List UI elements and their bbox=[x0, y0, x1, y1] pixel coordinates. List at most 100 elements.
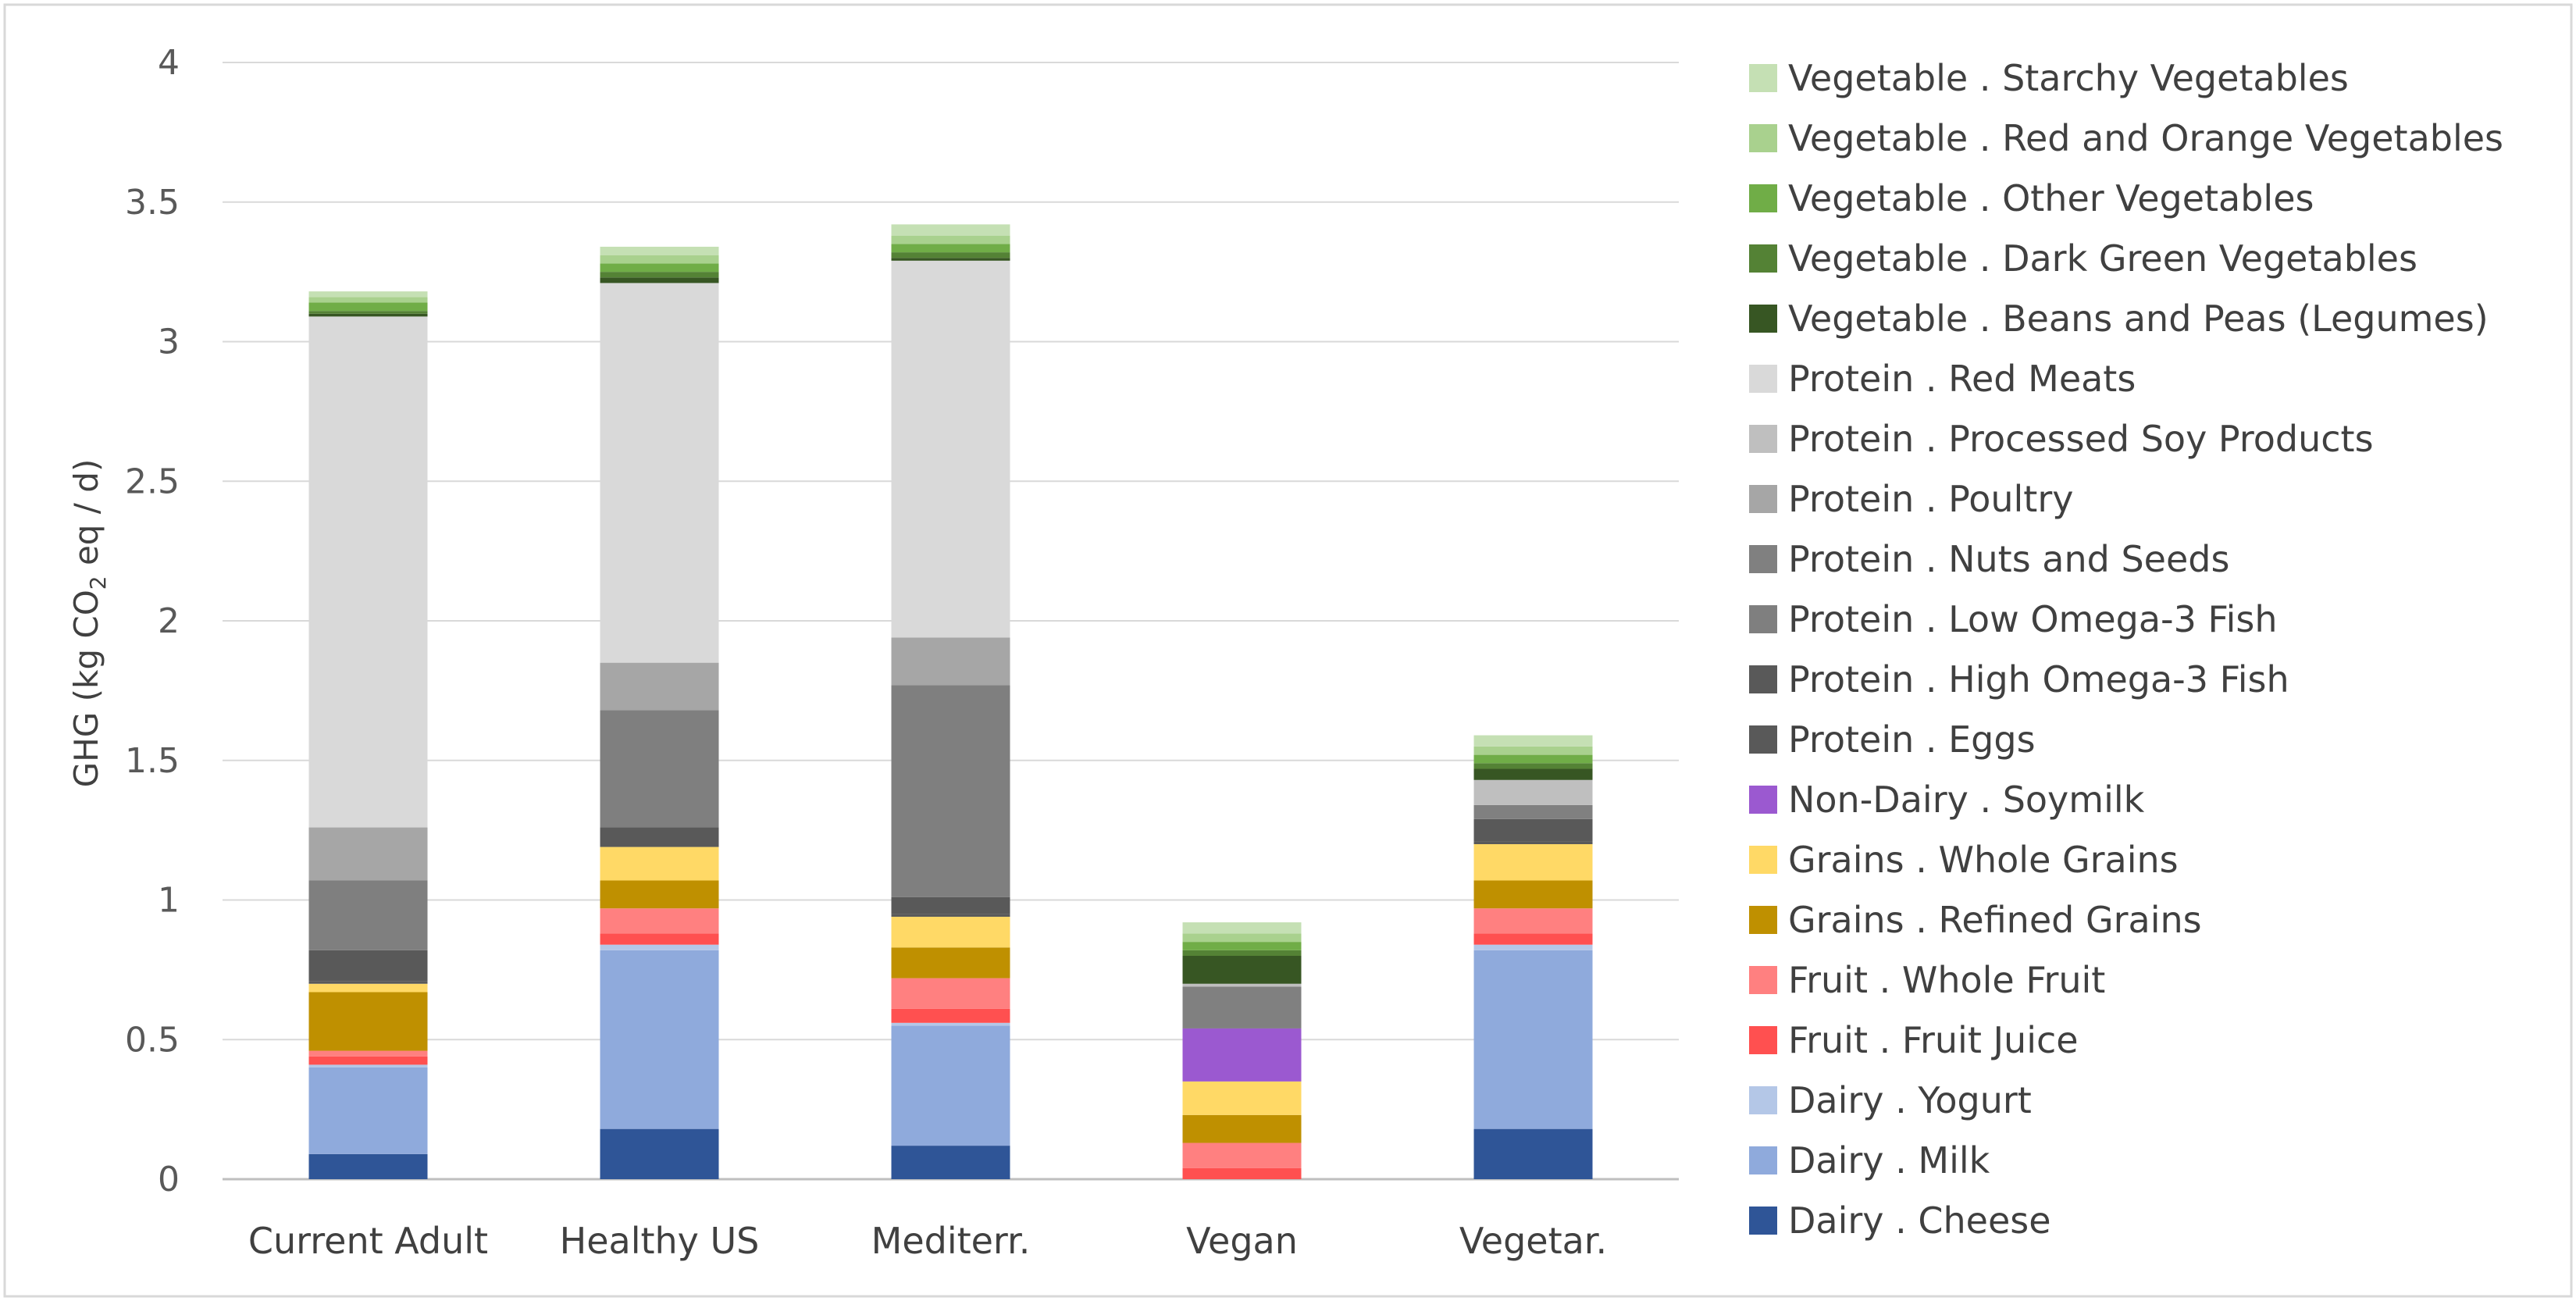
y-axis-title: GHG (kg CO2 eq / d) bbox=[67, 459, 111, 788]
bar-segment bbox=[309, 1068, 428, 1154]
legend-label: Protein . Poultry bbox=[1788, 478, 2073, 520]
legend-swatch bbox=[1749, 1146, 1777, 1174]
legend-swatch bbox=[1749, 1086, 1777, 1114]
legend-label: Protein . Red Meats bbox=[1788, 358, 2136, 400]
legend-label: Vegetable . Beans and Peas (Legumes) bbox=[1788, 298, 2489, 340]
bar-segment bbox=[309, 314, 428, 317]
legend-label: Non-Dairy . Soymilk bbox=[1788, 779, 2145, 821]
y-tick-label: 0.5 bbox=[125, 1020, 180, 1060]
bar-segment bbox=[309, 302, 428, 311]
bar-segment bbox=[309, 981, 428, 984]
x-tick-label: Vegetar. bbox=[1459, 1220, 1607, 1262]
bar-segment bbox=[600, 945, 719, 950]
bar-segment bbox=[600, 272, 719, 277]
legend-swatch bbox=[1749, 846, 1777, 874]
y-tick-label: 3 bbox=[158, 323, 180, 362]
legend-swatch bbox=[1749, 305, 1777, 333]
bar-segment bbox=[1474, 945, 1593, 950]
bar-segment bbox=[1474, 747, 1593, 755]
legend-label: Vegetable . Red and Orange Vegetables bbox=[1788, 117, 2503, 159]
bar-segment bbox=[1183, 950, 1302, 956]
bar-segment bbox=[892, 1023, 1010, 1026]
bar-segment bbox=[892, 917, 1010, 947]
bar-segment bbox=[1183, 922, 1302, 933]
bar-segment bbox=[1474, 736, 1593, 747]
bar-segment bbox=[600, 255, 719, 264]
bar-segment bbox=[892, 1146, 1010, 1179]
legend-swatch bbox=[1749, 64, 1777, 92]
y-tick-label: 2.5 bbox=[125, 462, 180, 501]
legend-swatch bbox=[1749, 665, 1777, 693]
bar-segment bbox=[892, 947, 1010, 978]
bar-segment bbox=[1183, 942, 1302, 950]
x-tick-label: Healthy US bbox=[560, 1220, 760, 1262]
y-tick-label: 0 bbox=[158, 1160, 180, 1199]
bar-segment bbox=[1474, 755, 1593, 764]
bar-segment bbox=[600, 277, 719, 283]
bar-segment bbox=[1474, 768, 1593, 779]
legend-swatch bbox=[1749, 425, 1777, 453]
bar-segment bbox=[309, 992, 428, 1050]
bar-segment bbox=[1474, 780, 1593, 805]
legend-swatch bbox=[1749, 605, 1777, 633]
legend-label: Dairy . Cheese bbox=[1788, 1199, 2051, 1242]
bar-segment bbox=[892, 236, 1010, 244]
bar-segment bbox=[1474, 1129, 1593, 1179]
bar-segment bbox=[600, 283, 719, 662]
legend-label: Dairy . Milk bbox=[1788, 1139, 1990, 1182]
legend-swatch bbox=[1749, 1207, 1777, 1235]
bar-segment bbox=[309, 950, 428, 981]
bar-segment bbox=[892, 914, 1010, 917]
bar-segment bbox=[309, 316, 428, 827]
bar-segment bbox=[1183, 956, 1302, 984]
legend-swatch bbox=[1749, 966, 1777, 994]
bar-segment bbox=[1474, 950, 1593, 1129]
bar-segment bbox=[892, 685, 1010, 897]
legend-label: Grains . Whole Grains bbox=[1788, 839, 2179, 881]
bar-segment bbox=[892, 252, 1010, 258]
bar-segment bbox=[1474, 763, 1593, 768]
bar-segment bbox=[600, 663, 719, 711]
legend-swatch bbox=[1749, 184, 1777, 212]
y-tick-label: 1 bbox=[158, 881, 180, 921]
bar-segment bbox=[309, 1057, 428, 1065]
bar-segment bbox=[892, 258, 1010, 261]
bar-segment bbox=[1474, 805, 1593, 819]
legend-label: Vegetable . Other Vegetables bbox=[1788, 177, 2314, 219]
bar-segment bbox=[309, 1064, 428, 1068]
legend-label: Protein . Eggs bbox=[1788, 718, 2036, 761]
bar-segment bbox=[600, 847, 719, 881]
bar-segment bbox=[1183, 1143, 1302, 1168]
bar-segment bbox=[309, 880, 428, 950]
bar-segment bbox=[1183, 1028, 1302, 1082]
y-tick-label: 1.5 bbox=[125, 741, 180, 781]
bar-segment bbox=[1474, 841, 1593, 844]
legend-swatch bbox=[1749, 725, 1777, 754]
legend-label: Dairy . Yogurt bbox=[1788, 1079, 2032, 1121]
legend-label: Protein . Low Omega-3 Fish bbox=[1788, 598, 2278, 640]
legend-label: Vegetable . Dark Green Vegetables bbox=[1788, 237, 2417, 280]
bar-segment bbox=[892, 1025, 1010, 1146]
bar-segment bbox=[309, 297, 428, 302]
x-tick-label: Vegan bbox=[1186, 1220, 1298, 1262]
legend-swatch bbox=[1749, 1026, 1777, 1054]
bar-segment bbox=[892, 978, 1010, 1009]
bar-segment bbox=[892, 244, 1010, 252]
bar-segment bbox=[600, 950, 719, 1129]
bar-segment bbox=[600, 1129, 719, 1179]
legend-swatch bbox=[1749, 786, 1777, 814]
legend-swatch bbox=[1749, 485, 1777, 513]
legend-label: Fruit . Whole Fruit bbox=[1788, 959, 2105, 1001]
bar-segment bbox=[1474, 933, 1593, 944]
bar-segment bbox=[600, 908, 719, 933]
bar-segment bbox=[1474, 880, 1593, 908]
x-tick-label: Current Adult bbox=[248, 1220, 488, 1262]
y-tick-label: 4 bbox=[158, 43, 180, 83]
bar-segment bbox=[892, 224, 1010, 235]
bar-segment bbox=[892, 261, 1010, 638]
legend-swatch bbox=[1749, 365, 1777, 393]
bar-segment bbox=[309, 1051, 428, 1057]
legend-label: Fruit . Fruit Juice bbox=[1788, 1019, 2079, 1061]
bar-segment bbox=[892, 637, 1010, 685]
bar-segment bbox=[1183, 986, 1302, 1028]
